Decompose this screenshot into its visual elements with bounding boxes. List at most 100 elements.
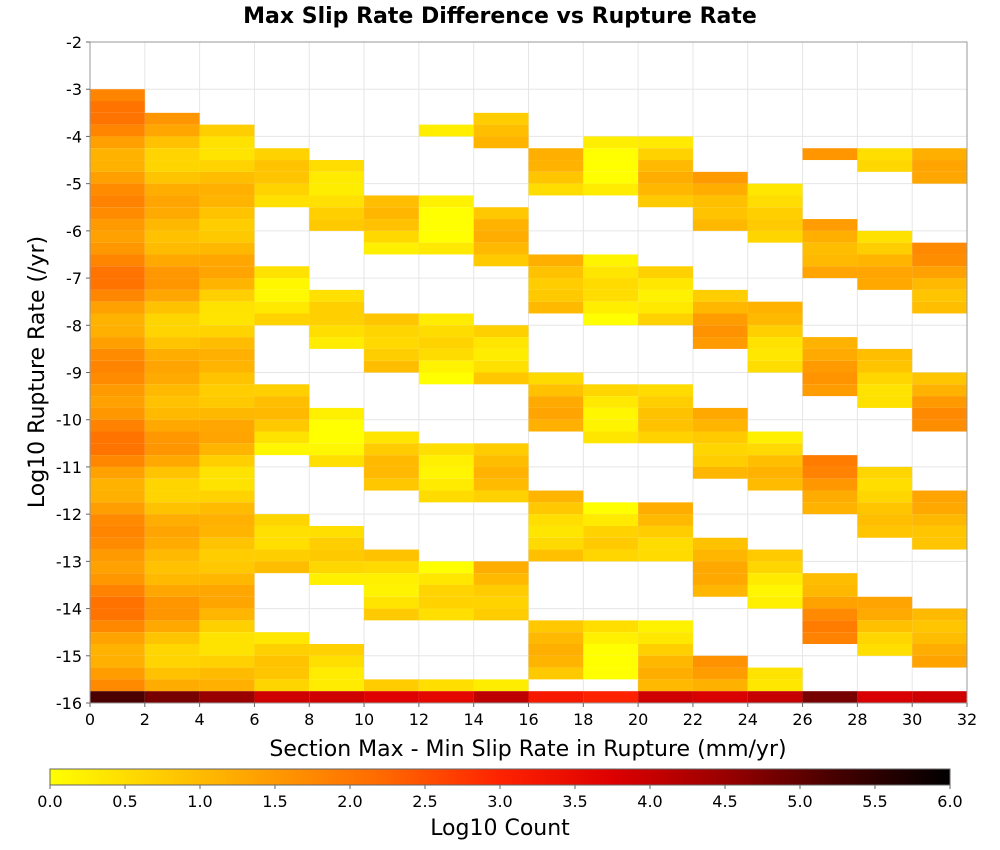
heatmap-cell [638, 537, 693, 550]
heatmap-cell [90, 124, 145, 137]
heatmap-cell [144, 478, 200, 491]
heatmap-cell [90, 431, 145, 444]
heatmap-cell [144, 136, 200, 149]
heatmap-cell [199, 360, 255, 373]
heatmap-cell [364, 679, 419, 692]
colorbar-tick-label: 2.0 [337, 792, 362, 811]
heatmap-cell [692, 301, 748, 314]
heatmap-cell [199, 219, 255, 231]
heatmap-cell [254, 266, 310, 279]
heatmap-cell [857, 384, 913, 397]
colorbar-label: Log10 Count [430, 816, 570, 841]
heatmap-cell [747, 561, 803, 574]
y-axis-label: Log10 Rupture Rate (/yr) [25, 236, 50, 508]
colorbar-tick-label: 6.0 [937, 792, 962, 811]
heatmap-cell [364, 691, 419, 703]
heatmap-cell [364, 596, 419, 609]
heatmap-cell [857, 266, 913, 279]
heatmap-cell [199, 620, 255, 633]
heatmap-cell [912, 419, 967, 432]
heatmap-cell [802, 242, 858, 255]
heatmap-cell [473, 691, 529, 703]
heatmap-cell [692, 207, 748, 220]
heatmap-cell [90, 443, 145, 456]
heatmap-cell [692, 313, 748, 326]
heatmap-cell [747, 207, 803, 220]
heatmap-cell [528, 396, 584, 408]
x-tick-label: 22 [683, 710, 703, 729]
heatmap-cell [638, 278, 693, 290]
heatmap-cell [90, 266, 145, 279]
heatmap-cell [199, 419, 255, 432]
heatmap-cell [528, 407, 584, 420]
heatmap-cell [692, 466, 748, 479]
heatmap-cell [692, 219, 748, 231]
heatmap-cell [309, 443, 365, 456]
heatmap-cell [638, 407, 693, 420]
heatmap-cell [692, 549, 748, 562]
heatmap-cell [857, 396, 913, 408]
x-tick-label: 32 [957, 710, 977, 729]
heatmap-cell [254, 549, 310, 562]
heatmap-cell [309, 171, 365, 184]
heatmap-cell [254, 632, 310, 644]
heatmap-cell [254, 278, 310, 290]
heatmap-cell [90, 89, 145, 102]
heatmap-cell [747, 443, 803, 456]
heatmap-cell [583, 407, 639, 420]
y-tick-label: -11 [56, 458, 82, 477]
heatmap-cell [638, 266, 693, 279]
heatmap-cell [144, 207, 200, 220]
heatmap-cell [254, 525, 310, 538]
heatmap-cell [802, 360, 858, 373]
heatmap-cell [747, 573, 803, 585]
heatmap-cell [638, 148, 693, 161]
heatmap-cell [254, 655, 310, 668]
heatmap-cell [583, 691, 639, 703]
heatmap-cell [199, 537, 255, 550]
heatmap-cell [144, 171, 200, 184]
heatmap-cell [857, 596, 913, 609]
heatmap-cell [418, 230, 474, 243]
heatmap-cell [144, 325, 200, 338]
colorbar-tick-label: 3.0 [487, 792, 512, 811]
heatmap-cell [90, 679, 145, 692]
heatmap-cell [364, 242, 419, 255]
heatmap-cell [638, 384, 693, 397]
heatmap-cell [144, 502, 200, 515]
heatmap-cell [144, 596, 200, 609]
heatmap-cell [912, 620, 967, 633]
heatmap-cell [144, 230, 200, 243]
x-tick-label: 24 [738, 710, 758, 729]
heatmap-cell [857, 514, 913, 526]
heatmap-cell [144, 278, 200, 290]
heatmap-cell [473, 124, 529, 137]
heatmap-cell [528, 655, 584, 668]
heatmap-cell [473, 207, 529, 220]
heatmap-cell [90, 313, 145, 326]
heatmap-cell [90, 573, 145, 585]
heatmap-cell [473, 478, 529, 491]
heatmap-cell [638, 691, 693, 703]
heatmap-cell [638, 160, 693, 172]
heatmap-cell [912, 490, 967, 503]
heatmap-cell [802, 608, 858, 621]
heatmap-cell [199, 643, 255, 656]
heatmap-cell [144, 384, 200, 397]
heatmap-cell [747, 549, 803, 562]
heatmap-cell [473, 573, 529, 585]
heatmap-cell [144, 691, 200, 703]
heatmap-cell [583, 266, 639, 279]
heatmap-cell [144, 584, 200, 597]
heatmap-cell [473, 254, 529, 267]
heatmap-cell [254, 289, 310, 302]
colorbar [49, 768, 951, 786]
heatmap-cell [199, 584, 255, 597]
heatmap-cell [802, 573, 858, 585]
heatmap-cell [144, 301, 200, 314]
heatmap-cell [254, 514, 310, 526]
heatmap-cell [912, 643, 967, 656]
heatmap-cell [418, 584, 474, 597]
x-tick-label: 8 [304, 710, 314, 729]
heatmap-cell [473, 466, 529, 479]
